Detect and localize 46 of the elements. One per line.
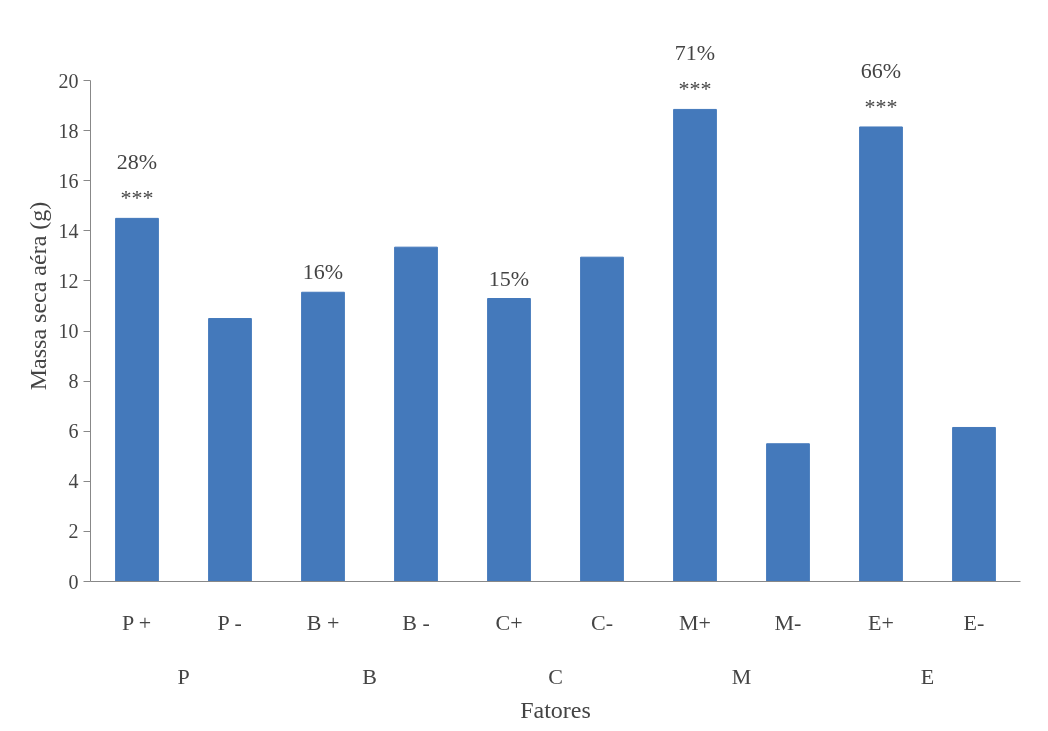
y-tick-label: 18	[58, 119, 79, 142]
annotation: ***	[120, 185, 154, 211]
annotation: 15%	[488, 265, 530, 291]
x-tick-label: M-	[774, 609, 802, 635]
y-tick-label: 20	[58, 69, 79, 92]
x-tick-label: B +	[306, 609, 340, 635]
y-tick-label: 2	[68, 520, 79, 543]
y-tick-label: 12	[58, 269, 79, 292]
bar	[673, 108, 717, 582]
x-tick-label: E+	[868, 609, 894, 635]
bar	[394, 246, 438, 582]
text: P	[177, 663, 190, 689]
y-tick-label: 0	[68, 570, 79, 593]
y-tick-label: 6	[68, 420, 79, 443]
y-tick-label: 8	[68, 370, 79, 393]
bar	[859, 126, 903, 582]
annotation: 28%	[116, 149, 158, 175]
text: M	[731, 663, 752, 689]
y-tick-label: 16	[58, 169, 79, 192]
text: E	[920, 663, 935, 689]
annotation: 16%	[302, 259, 344, 285]
annotation: ***	[864, 93, 898, 119]
x-tick-label: M+	[679, 609, 711, 635]
y-tick-label: 10	[58, 320, 79, 343]
bar	[766, 443, 810, 582]
x-tick-label: E-	[963, 609, 985, 635]
bar	[115, 217, 159, 582]
bar	[952, 426, 996, 582]
y-tick-label: 14	[58, 219, 79, 242]
annotation: 66%	[860, 57, 902, 83]
bar	[580, 256, 624, 582]
x-tick-label: P -	[217, 609, 242, 635]
y-tick-label: 4	[68, 470, 79, 493]
bar	[487, 298, 531, 582]
bar	[208, 318, 252, 582]
x-tick-label: C-	[591, 609, 613, 635]
x-axis-title: Fatores	[520, 696, 591, 723]
text: B	[362, 663, 377, 689]
annotation: 71%	[674, 40, 716, 66]
annotation: ***	[678, 76, 712, 102]
x-tick-label: C+	[495, 609, 523, 635]
y-axis-title: Massa seca aéra (g)	[24, 201, 51, 391]
text: C	[548, 663, 563, 689]
x-tick-label: B -	[402, 609, 430, 635]
bar	[301, 291, 345, 582]
x-tick-label: P +	[121, 609, 152, 635]
